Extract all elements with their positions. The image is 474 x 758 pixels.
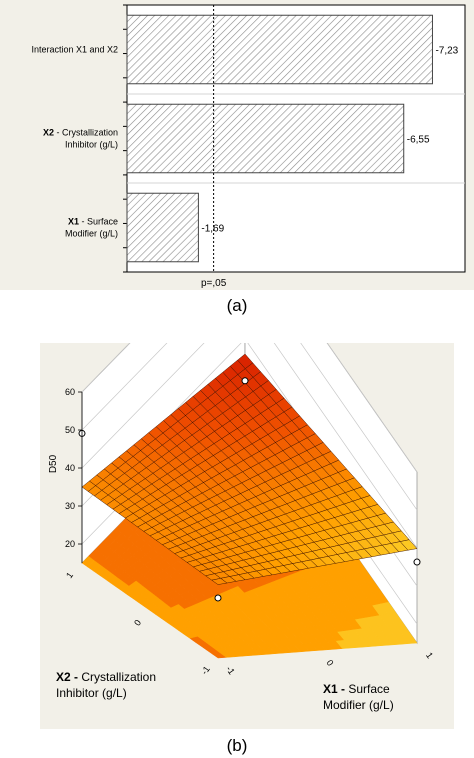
bar — [126, 14, 433, 85]
design-point — [413, 558, 421, 566]
x-tick-label: 0 — [324, 658, 335, 668]
caption-b: (b) — [226, 736, 248, 755]
wall-grid-line — [81, 343, 418, 549]
data-label: -7,23 — [435, 46, 458, 57]
x-tick-label: -1 — [224, 664, 237, 676]
z-tick-label: 40 — [65, 463, 75, 473]
category-label: Interaction X1 and X2 — [31, 45, 118, 55]
bar — [126, 192, 199, 263]
data-label: -1,69 — [201, 224, 224, 235]
design-point — [214, 594, 222, 602]
z-tick-label: 60 — [65, 387, 75, 397]
y-axis-label: X2 - Crystallization — [56, 670, 156, 684]
pareto-chart: -7,23 Interaction X1 and X2 -6,55 X2 - Crys… — [31, 4, 466, 289]
y-tick-label: 1 — [64, 570, 75, 580]
z-tick-label: 30 — [65, 501, 75, 511]
surface-plot-panel: 20 30 40 50 60 D50 1 0 -1 -1 0 1 X2 - Crystallizatio… — [40, 343, 454, 729]
pareto-chart-panel: -7,23 Interaction X1 and X2 -6,55 X2 - Crys… — [0, 0, 474, 290]
x-axis-label: X1 - Surface — [323, 682, 390, 696]
y-axis-label-line2: Inhibitor (g/L) — [56, 686, 127, 700]
category-label: Inhibitor (g/L) — [65, 140, 118, 150]
category-label: Modifier (g/L) — [65, 229, 118, 239]
wall-grid-line — [81, 343, 418, 473]
design-point — [241, 377, 249, 385]
z-tick-label: 20 — [65, 539, 75, 549]
wall-grid-line — [81, 343, 418, 511]
z-axis-label: D50 — [48, 454, 59, 473]
category-label: X1 - Surface — [68, 217, 118, 227]
surface-cell — [399, 539, 418, 551]
y-tick-label: 0 — [132, 618, 143, 628]
category-label: X2 - Crystallization — [43, 128, 118, 138]
reference-line-label: p=,05 — [201, 278, 227, 289]
surface-plot: 20 30 40 50 60 D50 1 0 -1 -1 0 1 X2 - Crystallizatio… — [48, 343, 435, 712]
caption-a: (a) — [226, 296, 248, 315]
data-label: -6,55 — [407, 135, 430, 146]
z-tick-label: 50 — [65, 425, 75, 435]
y-tick-label: -1 — [199, 664, 212, 676]
x-axis-label-line2: Modifier (g/L) — [323, 698, 394, 712]
x-tick-label: 1 — [424, 650, 435, 660]
bar — [126, 103, 405, 174]
